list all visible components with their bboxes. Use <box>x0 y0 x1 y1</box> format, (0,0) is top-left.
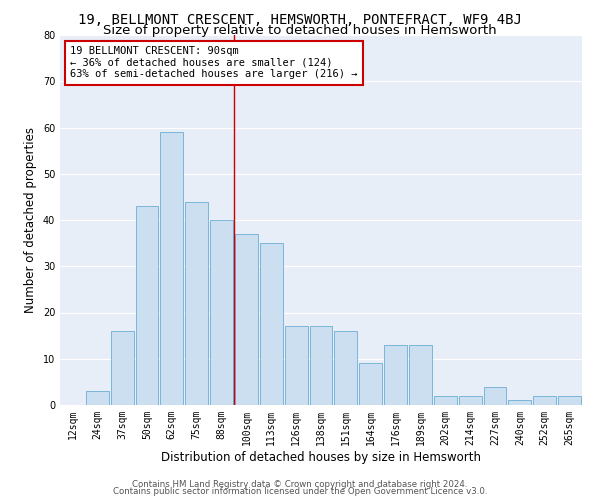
Text: Size of property relative to detached houses in Hemsworth: Size of property relative to detached ho… <box>103 24 497 37</box>
Bar <box>235 234 258 405</box>
Bar <box>533 396 556 405</box>
Text: Contains public sector information licensed under the Open Government Licence v3: Contains public sector information licen… <box>113 487 487 496</box>
Bar <box>384 345 407 405</box>
Bar <box>160 132 183 405</box>
Bar <box>484 386 506 405</box>
Text: Contains HM Land Registry data © Crown copyright and database right 2024.: Contains HM Land Registry data © Crown c… <box>132 480 468 489</box>
Bar <box>558 396 581 405</box>
X-axis label: Distribution of detached houses by size in Hemsworth: Distribution of detached houses by size … <box>161 450 481 464</box>
Bar <box>111 331 134 405</box>
Bar <box>185 202 208 405</box>
Bar <box>359 364 382 405</box>
Bar <box>136 206 158 405</box>
Bar <box>459 396 482 405</box>
Text: 19, BELLMONT CRESCENT, HEMSWORTH, PONTEFRACT, WF9 4BJ: 19, BELLMONT CRESCENT, HEMSWORTH, PONTEF… <box>78 12 522 26</box>
Bar <box>434 396 457 405</box>
Bar <box>310 326 332 405</box>
Bar <box>260 243 283 405</box>
Bar <box>508 400 531 405</box>
Y-axis label: Number of detached properties: Number of detached properties <box>24 127 37 313</box>
Bar <box>210 220 233 405</box>
Bar <box>334 331 357 405</box>
Bar <box>285 326 308 405</box>
Bar <box>86 391 109 405</box>
Text: 19 BELLMONT CRESCENT: 90sqm
← 36% of detached houses are smaller (124)
63% of se: 19 BELLMONT CRESCENT: 90sqm ← 36% of det… <box>70 46 358 80</box>
Bar <box>409 345 432 405</box>
